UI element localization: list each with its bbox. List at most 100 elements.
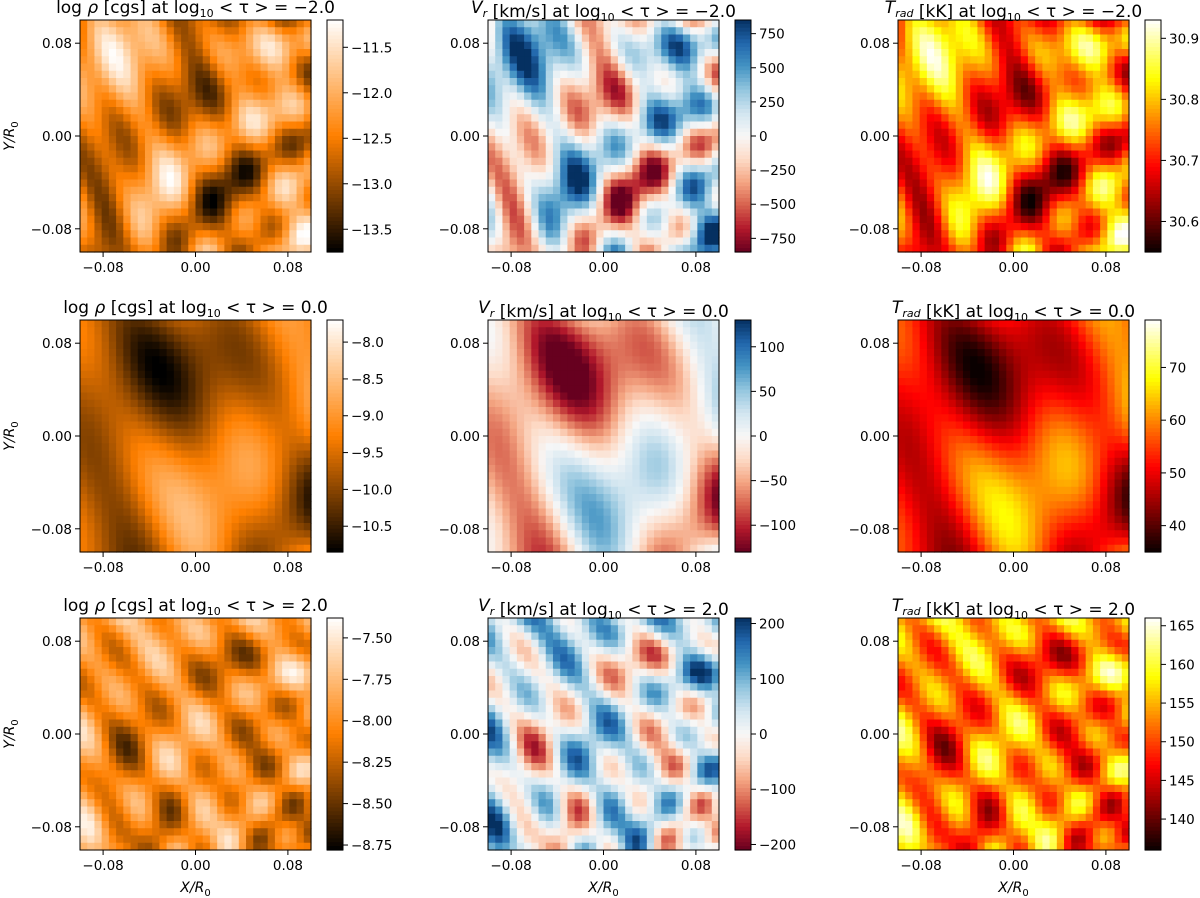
- heatmap-cell: [919, 230, 928, 239]
- heatmap-cell: [567, 172, 576, 181]
- heatmap-cell: [1107, 41, 1116, 50]
- heatmap-cell: [274, 443, 283, 452]
- heatmap-cell: [260, 501, 269, 510]
- heatmap-cell: [675, 49, 684, 57]
- heatmap-cell: [246, 121, 254, 130]
- heatmap-cell: [108, 378, 117, 386]
- heatmap-cell: [1092, 121, 1101, 130]
- heatmap-cell: [898, 49, 906, 57]
- heatmap-cell: [567, 244, 576, 253]
- heatmap-cell: [697, 114, 706, 123]
- heatmap-cell: [984, 244, 993, 253]
- heatmap-cell: [690, 341, 698, 350]
- heatmap-cell: [639, 186, 648, 195]
- heatmap-cell: [524, 215, 532, 224]
- heatmap-cell: [253, 501, 262, 510]
- heatmap-cell: [934, 194, 942, 202]
- colorbar-segment: [735, 54, 751, 60]
- colorbar-segment: [327, 509, 343, 514]
- heatmap-cell: [941, 244, 950, 253]
- heatmap-cell: [632, 327, 641, 336]
- heatmap-cell: [116, 136, 124, 144]
- colorbar-segment: [327, 128, 343, 133]
- heatmap-cell: [603, 341, 612, 350]
- heatmap-cell: [711, 201, 720, 210]
- heatmap-cell: [697, 136, 706, 144]
- colorbar-segment: [327, 358, 343, 364]
- heatmap-cell: [1027, 150, 1036, 159]
- heatmap-cell: [108, 63, 117, 72]
- heatmap-cell: [166, 49, 175, 57]
- heatmap-cell: [1121, 150, 1130, 159]
- heatmap-cell: [977, 230, 986, 239]
- heatmap-cell: [999, 157, 1007, 166]
- heatmap-cell: [589, 56, 597, 65]
- heatmap-cell: [488, 143, 496, 152]
- heatmap-cell: [704, 378, 713, 386]
- heatmap-cell: [977, 121, 986, 130]
- heatmap-cell: [516, 70, 525, 79]
- heatmap-cell: [639, 237, 648, 246]
- heatmap-cell: [195, 515, 204, 524]
- colorbar-segment: [327, 401, 343, 406]
- heatmap-cell: [166, 443, 175, 452]
- heatmap-cell: [209, 201, 218, 210]
- heatmap-cell: [188, 356, 197, 365]
- heatmap-cell: [188, 85, 197, 94]
- heatmap-cell: [1071, 56, 1080, 65]
- heatmap-cell: [188, 114, 197, 123]
- heatmap-cell: [926, 157, 935, 166]
- heatmap-cell: [668, 121, 677, 130]
- heatmap-cell: [130, 443, 139, 452]
- heatmap-cell: [495, 56, 504, 65]
- heatmap-cell: [231, 208, 240, 217]
- heatmap-cell: [1064, 41, 1072, 50]
- heatmap-cell: [617, 78, 626, 86]
- heatmap-cell: [101, 530, 110, 539]
- heatmap-cell: [545, 215, 554, 224]
- heatmap-cell: [195, 157, 204, 166]
- heatmap-cell: [552, 399, 561, 408]
- heatmap-cell: [603, 20, 612, 28]
- heatmap-cell: [181, 450, 189, 459]
- heatmap-cell: [509, 327, 518, 336]
- heatmap-cell: [704, 436, 713, 444]
- heatmap-cell: [934, 179, 942, 188]
- heatmap-cell: [617, 349, 626, 357]
- heatmap-cell: [246, 407, 254, 415]
- heatmap-cell: [610, 128, 619, 137]
- heatmap-cell: [87, 320, 96, 328]
- colorbar-segment: [735, 228, 751, 234]
- heatmap-cell: [926, 34, 935, 43]
- heatmap-cell: [509, 172, 518, 181]
- heatmap-cell: [274, 537, 283, 546]
- heatmap-cell: [926, 114, 935, 123]
- heatmap-cell: [209, 530, 218, 539]
- heatmap-cell: [1100, 215, 1108, 224]
- heatmap-cell: [1020, 215, 1029, 224]
- heatmap-cell: [152, 378, 161, 386]
- heatmap-cell: [625, 186, 633, 195]
- heatmap-cell: [1085, 208, 1094, 217]
- heatmap-cell: [144, 414, 153, 423]
- heatmap-cell: [137, 508, 146, 517]
- heatmap-cell: [531, 407, 540, 415]
- heatmap-cell: [188, 215, 197, 224]
- heatmap-cell: [567, 49, 576, 57]
- heatmap-cell: [144, 172, 153, 181]
- colorbar-segment: [735, 159, 751, 164]
- heatmap-cell: [137, 194, 146, 202]
- heatmap-cell: [581, 41, 590, 50]
- heatmap-cell: [1121, 179, 1130, 188]
- heatmap-cell: [289, 392, 298, 401]
- heatmap-cell: [552, 201, 561, 210]
- heatmap-cell: [217, 327, 225, 336]
- heatmap-cell: [955, 34, 964, 43]
- panel-r0-c2: Trad [kK] at log10 < τ > = −2.0−0.08 0.00…: [849, 0, 1199, 276]
- heatmap-cell: [603, 157, 612, 166]
- heatmap-cell: [144, 515, 153, 524]
- heatmap-cell: [711, 370, 720, 379]
- heatmap-cell: [668, 70, 677, 79]
- heatmap-cell: [970, 179, 979, 188]
- heatmap-cell: [617, 392, 626, 401]
